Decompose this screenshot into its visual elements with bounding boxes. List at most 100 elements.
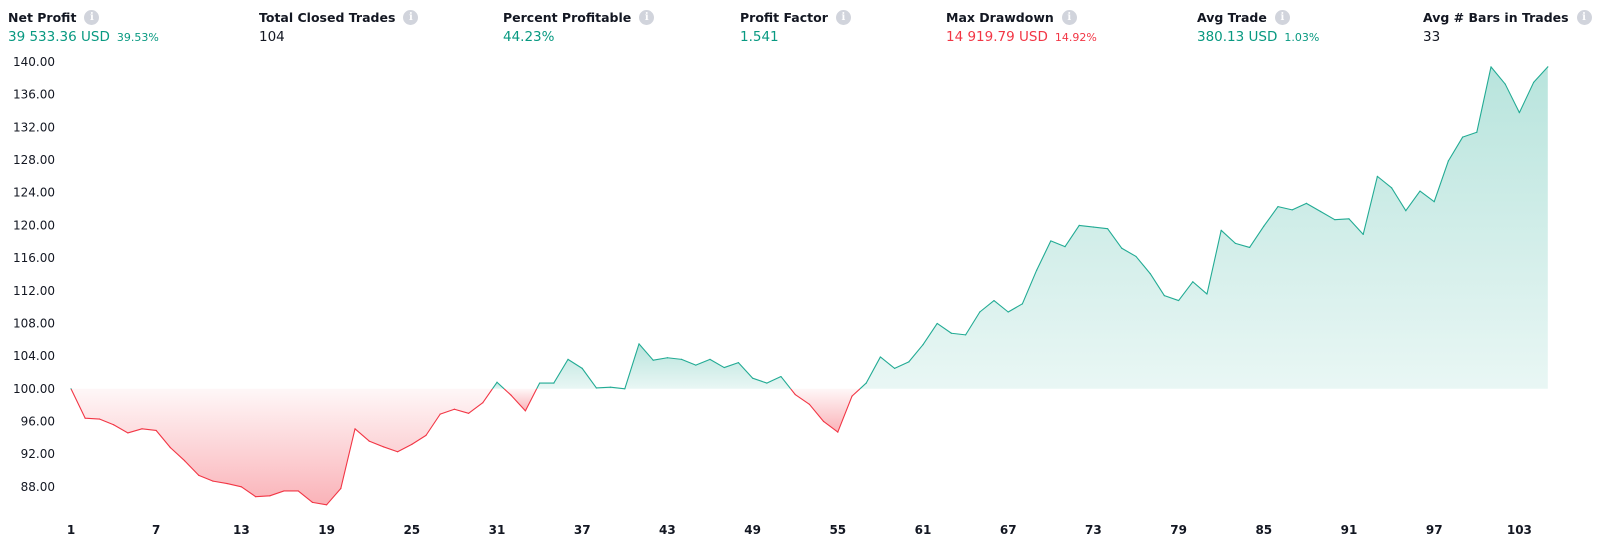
equity-point: [1192, 281, 1194, 283]
stat-value: 33: [1423, 29, 1441, 45]
equity-point: [198, 474, 200, 476]
stat-value: 1.541: [740, 29, 779, 45]
equity-point: [368, 440, 370, 442]
info-icon[interactable]: i: [403, 10, 419, 25]
area-fills: [71, 66, 1548, 505]
equity-point: [1320, 210, 1322, 213]
equity-point: [1206, 293, 1208, 295]
profit-area: [492, 382, 505, 389]
equity-line-positive: [859, 66, 1549, 390]
equity-point: [794, 393, 796, 396]
profit-area: [536, 343, 791, 389]
equity-point: [326, 504, 328, 506]
y-tick-label: 96.00: [21, 414, 55, 428]
x-tick-label: 55: [829, 523, 846, 537]
equity-point: [1490, 66, 1492, 68]
stat-label: Net Profit: [8, 10, 77, 25]
equity-point: [879, 356, 882, 358]
equity-point: [354, 428, 356, 430]
y-axis: 88.00 92.00 96.00 100.00 104.00 108.00 112.00 1…: [13, 55, 55, 494]
drawdown-area: [504, 388, 537, 411]
x-tick-label: 103: [1507, 523, 1532, 537]
equity-point: [894, 367, 896, 369]
equity-point: [965, 334, 967, 336]
x-tick-label: 13: [233, 523, 250, 537]
equity-point: [865, 382, 867, 384]
equity-point: [482, 402, 484, 404]
equity-point: [1419, 190, 1421, 192]
drawdown-area: [790, 388, 860, 433]
equity-point: [255, 496, 257, 498]
y-tick-label: 88.00: [21, 480, 55, 494]
equity-point: [1277, 206, 1279, 208]
equity-point: [1121, 247, 1123, 249]
equity-point: [581, 367, 583, 369]
info-icon[interactable]: i: [1576, 10, 1592, 25]
equity-point: [226, 482, 228, 485]
equity-point: [340, 487, 342, 490]
equity-point: [468, 412, 470, 414]
x-tick-label: 61: [915, 523, 932, 537]
info-icon[interactable]: i: [84, 10, 100, 25]
equity-point: [766, 382, 768, 384]
equity-point: [808, 403, 811, 405]
equity-point: [1547, 66, 1549, 68]
equity-point: [723, 366, 725, 369]
equity-point: [1291, 209, 1293, 211]
equity-point: [1163, 295, 1165, 297]
y-tick-label: 116.00: [13, 251, 55, 265]
y-tick-label: 92.00: [21, 447, 55, 461]
equity-point: [1533, 81, 1535, 84]
equity-point: [382, 446, 384, 448]
y-tick-label: 140.00: [13, 55, 55, 69]
equity-point: [1092, 226, 1094, 228]
equity-point: [936, 322, 938, 325]
stat-value: 39 533.36 USD: [8, 29, 110, 45]
equity-point: [1263, 225, 1265, 227]
y-tick-label: 112.00: [13, 284, 55, 298]
equity-point: [1021, 303, 1024, 305]
stat-label: Avg Trade: [1197, 10, 1267, 25]
equity-point: [737, 362, 740, 364]
stat-net-profit: Net Profit i 39 533.36 USD 39.53%: [8, 10, 159, 45]
equity-point: [1348, 218, 1350, 220]
info-icon[interactable]: i: [1274, 10, 1290, 25]
x-tick-label: 43: [659, 523, 676, 537]
info-icon[interactable]: i: [639, 10, 655, 25]
equity-point: [553, 382, 555, 384]
equity-point: [453, 408, 455, 410]
equity-point: [1391, 187, 1393, 189]
x-tick-label: 19: [318, 523, 335, 537]
equity-point: [851, 395, 853, 397]
profit-area: [859, 66, 1548, 389]
equity-chart[interactable]: 88.00 92.00 96.00 100.00 104.00 108.00 112.00 1…: [0, 52, 1615, 552]
stat-percent-profitable: Percent Profitable i 44.23%: [503, 10, 655, 45]
equity-point: [908, 361, 910, 363]
stat-avg-trade: Avg Trade i 380.13 USD 1.03%: [1197, 10, 1319, 45]
equity-point: [709, 358, 711, 360]
equity-point: [1447, 160, 1449, 162]
equity-point: [240, 486, 242, 488]
plot-area: [70, 66, 1549, 506]
equity-point: [666, 357, 669, 359]
x-tick-label: 49: [744, 523, 761, 537]
y-tick-label: 108.00: [13, 316, 55, 330]
equity-line-positive: [536, 343, 792, 390]
equity-point: [567, 358, 569, 360]
equity-point: [1107, 228, 1109, 230]
equity-point: [439, 413, 441, 415]
equity-point: [752, 377, 754, 379]
equity-point: [524, 410, 527, 412]
stat-label: Profit Factor: [740, 10, 828, 25]
info-icon[interactable]: i: [835, 10, 851, 25]
equity-point: [98, 418, 100, 420]
equity-point: [397, 451, 399, 453]
stat-profit-factor: Profit Factor i 1.541: [740, 10, 851, 45]
equity-point: [212, 480, 214, 482]
equity-point: [425, 434, 427, 436]
equity-point: [1234, 242, 1236, 244]
equity-point: [1476, 131, 1478, 133]
info-icon[interactable]: i: [1061, 10, 1077, 25]
y-tick-label: 128.00: [13, 153, 55, 167]
drawdown-area: [71, 388, 493, 505]
